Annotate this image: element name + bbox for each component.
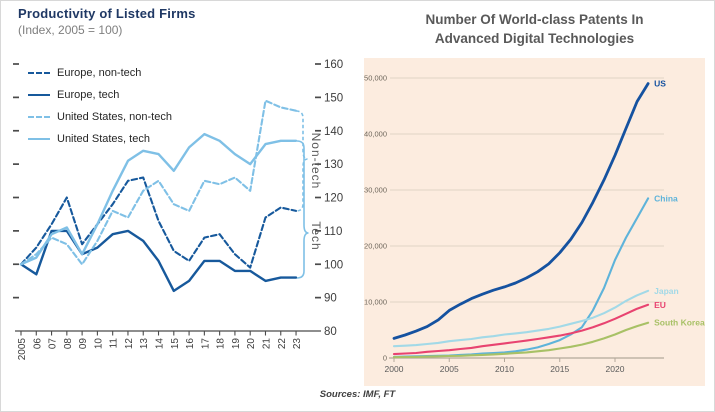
- x-axis-label: 2005: [440, 364, 459, 374]
- legend-item: Europe, non-tech: [28, 62, 172, 84]
- x-axis-label: 2000: [385, 364, 404, 374]
- legend-label: United States, non-tech: [57, 111, 172, 123]
- series-end-label-china: China: [654, 193, 678, 203]
- y-axis-label: 50,000: [364, 74, 387, 83]
- y-axis-label: 20,000: [364, 242, 387, 251]
- series-line-europe-non-tech: [19, 176, 298, 269]
- legend-label: Europe, tech: [57, 89, 120, 101]
- x-axis-label: 21: [261, 338, 272, 350]
- left-chart-title: Productivity of Listed Firms: [18, 6, 196, 21]
- x-axis-label: 2015: [550, 364, 569, 374]
- sources-note: Sources: IMF, FT: [319, 389, 396, 400]
- legend: Europe, non-tech Europe, tech United State…: [28, 62, 172, 150]
- series-line-us: [392, 82, 650, 340]
- x-axis-label: 14: [155, 338, 166, 350]
- non-tech-brace: [295, 110, 308, 212]
- x-axis-label: 19: [231, 338, 242, 350]
- y-axis-label: 10,000: [364, 298, 387, 307]
- x-axis-label: 12: [124, 338, 135, 350]
- legend-item: Europe, tech: [28, 84, 172, 106]
- x-axis-label: 2005: [17, 338, 28, 361]
- x-axis-label: 2020: [606, 364, 625, 374]
- series-line-south-korea: [392, 321, 650, 359]
- x-axis-label: 22: [277, 338, 288, 350]
- series-end-label-us: US: [654, 79, 666, 89]
- legend-item: United States, tech: [28, 128, 172, 150]
- x-axis-label: 18: [216, 338, 227, 350]
- y-axis-label: 120: [324, 193, 343, 205]
- legend-label: United States, tech: [57, 133, 150, 145]
- y-axis-label: 0: [383, 354, 387, 363]
- x-axis-label: 11: [109, 338, 120, 349]
- left-chart-panel: Productivity of Listed Firms (Index, 200…: [1, 1, 356, 411]
- x-axis-label: 16: [185, 338, 196, 350]
- x-axis-label: 07: [48, 338, 59, 350]
- group-label-non-tech: Non-tech: [309, 133, 323, 190]
- y-axis-label: 30,000: [364, 186, 387, 195]
- series-line-europe-tech: [19, 229, 298, 293]
- legend-solid-line-swatch: [28, 138, 50, 140]
- left-chart-subtitle: (Index, 2005 = 100): [18, 23, 123, 37]
- x-axis-label: 10: [93, 338, 104, 350]
- series-line-united-states-non-tech: [19, 99, 298, 266]
- series-line-united-states-tech: [19, 132, 298, 266]
- right-chart-title: Number Of World-class Patents In Advance…: [364, 10, 705, 48]
- x-axis-label: 13: [139, 338, 150, 350]
- series-end-label-south-korea: South Korea: [654, 318, 705, 328]
- y-axis-label: 160: [324, 59, 343, 71]
- y-axis-label: 100: [324, 259, 343, 271]
- x-axis-label: 15: [170, 338, 181, 350]
- y-axis-label: 80: [324, 326, 337, 338]
- patents-line-chart: 0 10,000 20,000 30,000 40,000 50,000 2000 2005 2…: [364, 74, 705, 375]
- y-axis-label: 130: [324, 159, 343, 171]
- legend-label: Europe, non-tech: [57, 67, 142, 79]
- series-line-eu: [392, 303, 650, 356]
- x-axis-label: 17: [200, 338, 211, 350]
- series-end-label-japan: Japan: [654, 286, 679, 296]
- legend-dashed-line-swatch: [28, 72, 50, 74]
- productivity-line-chart: 80 90 100 110 120 130 140 150 160 2005 06 07 08 09 10 1…: [13, 59, 343, 361]
- y-axis-label: 110: [324, 226, 342, 238]
- legend-item: United States, non-tech: [28, 106, 172, 128]
- y-axis-label: 150: [324, 92, 343, 104]
- y-axis-label: 40,000: [364, 130, 387, 139]
- x-axis-label: 23: [292, 338, 303, 350]
- series-end-label-eu: EU: [654, 300, 666, 310]
- legend-dashed-line-swatch: [28, 116, 50, 118]
- right-chart-title-line2: Advanced Digital Technologies: [434, 31, 635, 46]
- x-axis-label: 2010: [495, 364, 514, 374]
- x-axis-label: 08: [63, 338, 74, 350]
- group-label-tech: Tech: [309, 221, 323, 250]
- tech-brace: [296, 140, 309, 279]
- x-axis-label: 06: [32, 338, 43, 350]
- y-axis-label: 140: [324, 126, 343, 138]
- y-axis-label: 90: [324, 293, 337, 305]
- right-chart-panel: Number Of World-class Patents In Advance…: [356, 1, 714, 411]
- x-axis-label: 09: [78, 338, 89, 350]
- legend-solid-line-swatch: [28, 94, 50, 96]
- x-axis-label: 20: [246, 338, 257, 350]
- series-line-japan: [392, 289, 650, 348]
- right-chart-title-line1: Number Of World-class Patents In: [425, 12, 644, 27]
